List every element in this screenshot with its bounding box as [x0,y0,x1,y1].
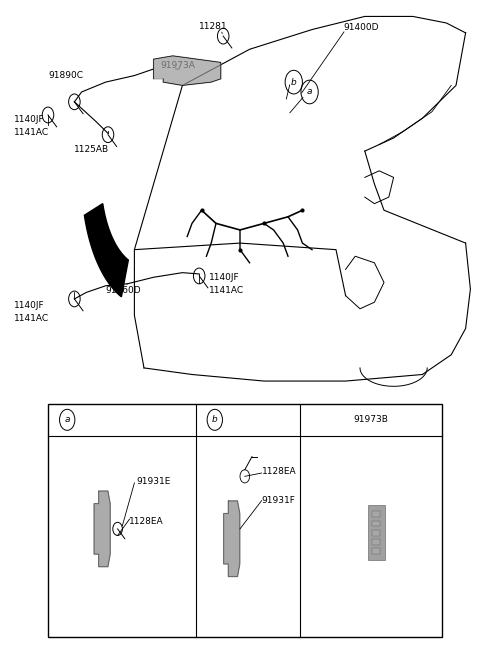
Text: 1141AC: 1141AC [209,286,244,295]
Text: a: a [64,415,70,424]
Text: 91860D: 91860D [106,286,141,295]
Polygon shape [154,56,221,85]
Text: 1140JF: 1140JF [14,115,45,124]
Text: 1125AB: 1125AB [74,145,109,154]
FancyBboxPatch shape [372,530,380,535]
Text: 1141AC: 1141AC [14,128,49,137]
FancyBboxPatch shape [372,511,380,517]
FancyBboxPatch shape [372,539,380,545]
Text: 91973B: 91973B [353,415,388,424]
FancyBboxPatch shape [369,505,385,560]
Text: 1128EA: 1128EA [262,467,296,476]
Text: 91931E: 91931E [137,477,171,486]
FancyBboxPatch shape [372,520,380,526]
Text: 91973A: 91973A [161,61,196,70]
Text: b: b [291,78,297,87]
Text: 1140JF: 1140JF [14,301,45,310]
Text: 91400D: 91400D [343,23,379,32]
Text: 1128EA: 1128EA [129,516,163,526]
Text: a: a [307,87,312,97]
Polygon shape [224,501,240,577]
Polygon shape [84,204,128,297]
Text: b: b [212,415,217,424]
Text: 91890C: 91890C [48,71,83,80]
Text: 91931F: 91931F [262,496,296,505]
Text: 1140JF: 1140JF [209,273,240,282]
Text: 11281: 11281 [199,22,228,31]
FancyBboxPatch shape [372,548,380,554]
Polygon shape [94,491,110,567]
Text: 1141AC: 1141AC [14,314,49,323]
